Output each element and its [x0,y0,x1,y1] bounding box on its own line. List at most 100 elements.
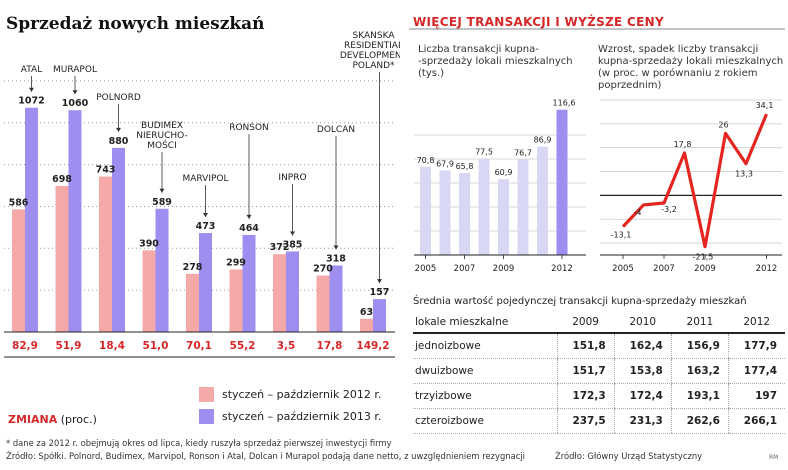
bar-label-2012: 372 [270,242,290,253]
transactions-bar [439,170,451,255]
bar-2012 [55,185,69,332]
growth-title-line-1: Wzrost, spadek liczby transakcji [598,44,759,55]
transactions-bar [420,166,431,255]
change-label-word: ZMIANA [8,413,58,426]
table-cell: 266,1 [727,408,785,434]
transactions-value-label: 86,9 [534,136,552,145]
bar-label-2013: 880 [109,136,129,147]
bar-label-2013: 464 [239,223,259,234]
bar-2013 [155,208,169,332]
growth-value-label: -3,2 [661,205,677,214]
bar-2012 [186,273,199,332]
bar-label-2013: 157 [370,287,390,298]
category-label: ATAL [21,65,42,75]
table-row: dwuizbowe 151,7 153,8 163,2 177,4 [413,358,785,384]
x-tick-label: 2007 [454,264,476,274]
table-row: trzyizbowe 172,3 172,4 193,1 197 [413,383,785,409]
legend-item-2013: styczeń – październik 2013 r. [199,409,381,424]
bar-label-2012: 270 [313,264,333,275]
author-credit: RM [769,454,779,461]
bar-label-2013: 1072 [18,96,44,107]
growth-value-label: -21,5 [693,253,714,262]
bar-label-2012: 743 [96,165,116,176]
category-label: NIERUCHO- [136,131,188,141]
change-label-unit: (proc.) [60,413,97,426]
category-label: RESIDENTIAL [344,41,400,51]
transactions-bar [556,109,568,256]
footnote: * dane za 2012 r. obejmują okres od lipc… [6,437,525,463]
table-cell: 262,6 [670,408,729,434]
transactions-bar [478,158,490,255]
table-row: jednoizbowe 151,8 162,4 156,9 177,9 [413,333,785,359]
growth-value-label: 13,3 [735,170,753,179]
table-row: czteroizbowe 237,5 231,3 262,6 266,1 [413,408,785,434]
growth-value-label: 17,8 [674,140,692,149]
pointer-arrowhead [159,188,165,193]
table-cell: 162,4 [613,333,672,359]
bar-label-2012: 698 [52,174,72,185]
pointer-arrowhead [72,90,78,95]
transactions-value-label: 76,7 [514,148,532,157]
x-tick-label: 2005 [415,264,437,274]
change-value: 55,2 [230,340,256,352]
transactions-value-label: 70,8 [417,156,435,165]
transactions-title-line-1: Liczba transakcji kupna- [418,44,539,55]
change-value: 70,1 [186,340,212,352]
bar-label-2012: 586 [9,197,29,208]
legend-label-2013: styczeń – październik 2013 r. [222,410,382,423]
growth-chart-title: Wzrost, spadek liczby transakcji kupna-s… [598,44,783,92]
bar-label-2013: 385 [283,239,303,250]
transactions-value-label: 77,5 [475,147,493,156]
table-cell: jednoizbowe [413,333,557,359]
change-value: 82,9 [12,340,38,352]
bar-label-2013: 589 [152,197,172,208]
pointer-arrowhead [246,214,252,219]
transactions-title-line-3: (tys.) [418,68,445,79]
right-title-rule [409,28,785,30]
table-cell: dwuizbowe [413,358,557,384]
table-cell: 177,9 [727,333,785,359]
pointer-arrowhead [333,245,339,250]
category-label: POLAND* [352,61,395,71]
bar-2013 [286,251,299,332]
price-table: lokale mieszkalne 2009 2010 2011 2012 je… [413,314,785,434]
x-tick-label: 2009 [493,264,515,274]
category-label: POLNORD [96,93,141,103]
footnote-line-1: * dane za 2012 r. obejmują okres od lipc… [6,438,392,448]
legend-swatch-2013 [199,409,214,424]
change-value: 3,5 [277,340,296,352]
bar-2013 [112,147,125,332]
table-cell: 163,2 [670,358,729,384]
table-cell: 193,1 [670,383,729,409]
bar-2013 [329,265,343,332]
pointer-arrowhead [377,279,382,284]
bar-2013 [25,107,38,332]
pointer-arrowhead [29,87,34,92]
bar-2013 [242,234,256,332]
transactions-value-label: 60,9 [495,168,513,177]
change-label: ZMIANA (proc.) [8,413,97,426]
bar-2012 [229,269,243,332]
column-header: 2011 [686,316,714,328]
legend-item-2012: styczeń – październik 2012 r. [199,387,381,402]
table-cell: 231,3 [613,408,672,434]
category-label: MARVIPOL [182,174,228,184]
column-header: lokale mieszkalne [415,316,509,328]
bar-label-2013: 473 [196,221,216,232]
category-label: SKANSKA [353,31,396,41]
growth-value-label: 34,1 [756,101,774,110]
column-header: 2010 [629,316,657,328]
category-label: BUDIMEX [141,121,183,131]
category-label: RONSON [229,123,269,133]
growth-value-label: 26 [718,120,728,129]
pointer-arrowhead [290,231,295,236]
table-cell: trzyizbowe [413,383,557,409]
transactions-bar [537,146,548,255]
x-tick-label: 2007 [653,264,675,274]
transactions-value-label: 65,8 [456,162,474,171]
transactions-value-label: 67,9 [436,159,454,168]
pointer-arrowhead [116,127,121,132]
transactions-chart-title: Liczba transakcji kupna- -sprzedaży loka… [418,44,573,80]
growth-title-line-4: poprzednim) [598,80,662,91]
legend-label-2012: styczeń – październik 2012 r. [222,388,382,401]
